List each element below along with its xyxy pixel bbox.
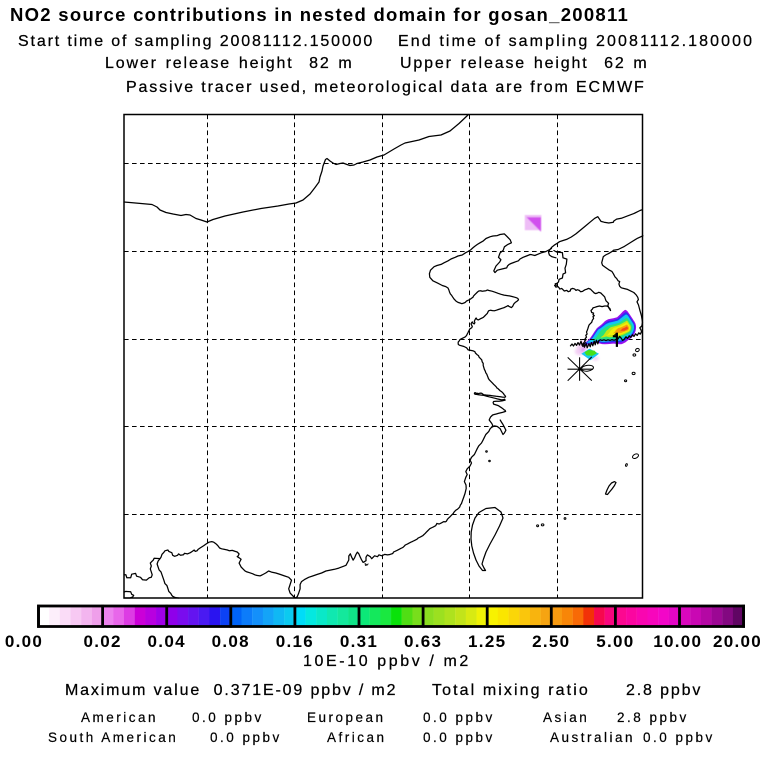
svg-text:1.25: 1.25 bbox=[468, 632, 506, 651]
svg-text:0.04: 0.04 bbox=[148, 632, 186, 651]
svg-text:0.16: 0.16 bbox=[276, 632, 314, 651]
svg-text:10.00: 10.00 bbox=[653, 632, 702, 651]
svg-text:5.00: 5.00 bbox=[596, 632, 634, 651]
svg-text:0.63: 0.63 bbox=[404, 632, 442, 651]
svg-text:0.00: 0.00 bbox=[5, 632, 43, 651]
svg-text:20.00: 20.00 bbox=[713, 632, 762, 651]
svg-text:0.02: 0.02 bbox=[83, 632, 121, 651]
svg-text:0.08: 0.08 bbox=[212, 632, 250, 651]
svg-text:0.31: 0.31 bbox=[340, 632, 378, 651]
svg-text:2.50: 2.50 bbox=[532, 632, 570, 651]
